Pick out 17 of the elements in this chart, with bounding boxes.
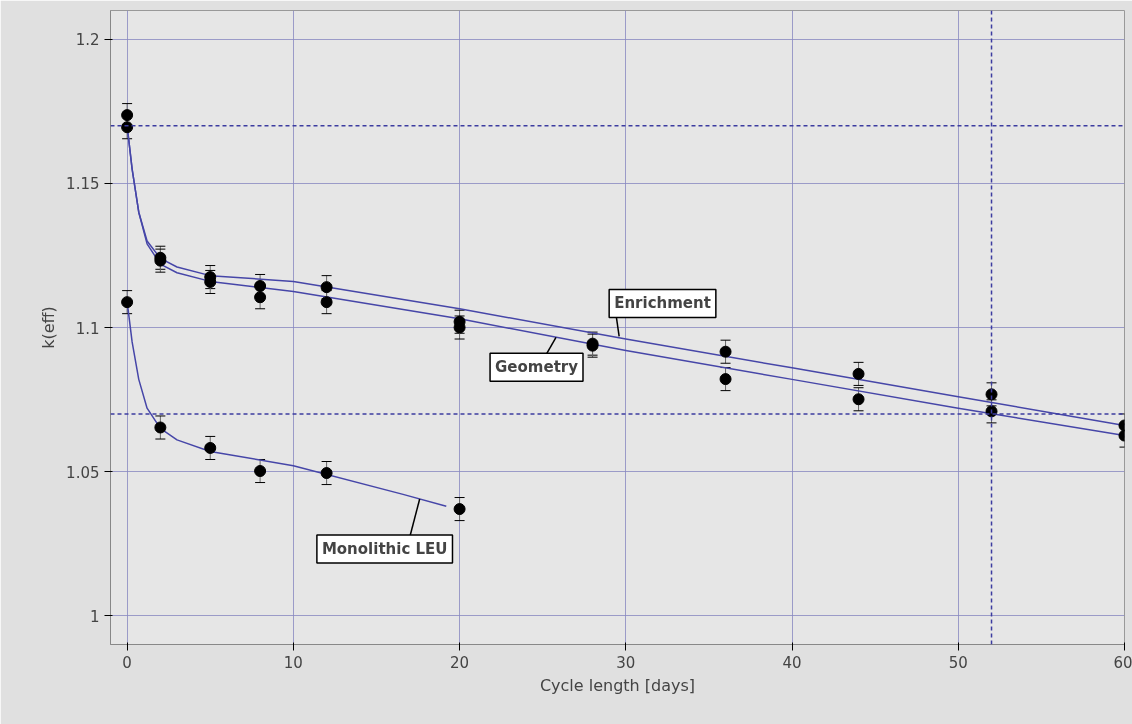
y-axis-title: k(eff) (39, 306, 59, 349)
y-tick-label: 1.15 (66, 175, 100, 194)
x-axis-title: Cycle length [days] (539, 675, 696, 695)
annotation: Geometry (495, 358, 579, 377)
y-tick-label: 1.1 (75, 319, 100, 338)
y-tick-label: 1.05 (66, 463, 100, 482)
y-tick-label: 1 (89, 607, 100, 626)
x-tick-label: 60 (1113, 653, 1132, 672)
x-tick-label: 10 (283, 653, 303, 672)
x-tick-label: 30 (616, 653, 636, 672)
x-tick-label: 50 (948, 653, 968, 672)
x-tick-label: 0 (122, 653, 132, 672)
annotation: Enrichment (614, 294, 711, 313)
x-tick-label: 20 (450, 653, 470, 672)
x-tick-label: 40 (782, 653, 802, 672)
annotation: Monolithic LEU (321, 539, 448, 558)
y-tick-label: 1.2 (75, 31, 100, 50)
